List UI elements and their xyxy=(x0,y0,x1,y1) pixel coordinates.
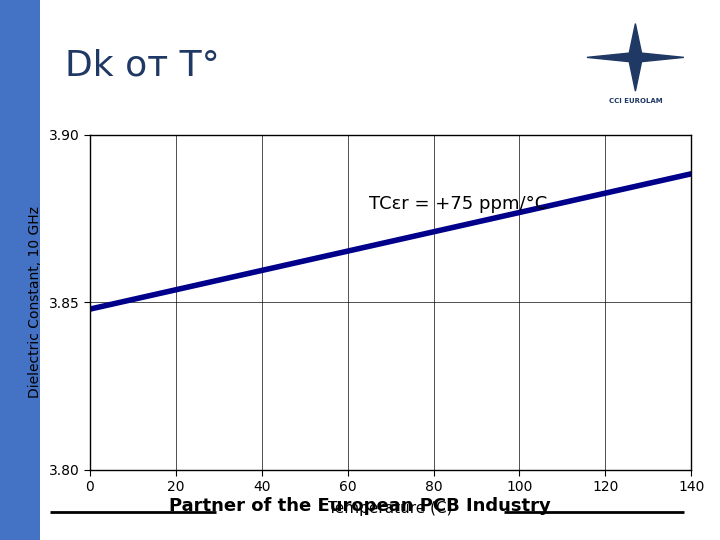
Text: Dk от T°: Dk от T° xyxy=(65,49,220,83)
Text: Partner of the European PCB Industry: Partner of the European PCB Industry xyxy=(169,497,551,515)
X-axis label: Temperature (C): Temperature (C) xyxy=(328,501,453,516)
Text: CCI EUROLAM: CCI EUROLAM xyxy=(608,98,662,104)
Y-axis label: Dielectric Constant, 10 GHz: Dielectric Constant, 10 GHz xyxy=(28,206,42,399)
Text: TCεr = +75 ppm/°C: TCεr = +75 ppm/°C xyxy=(369,194,547,213)
Polygon shape xyxy=(587,24,684,91)
